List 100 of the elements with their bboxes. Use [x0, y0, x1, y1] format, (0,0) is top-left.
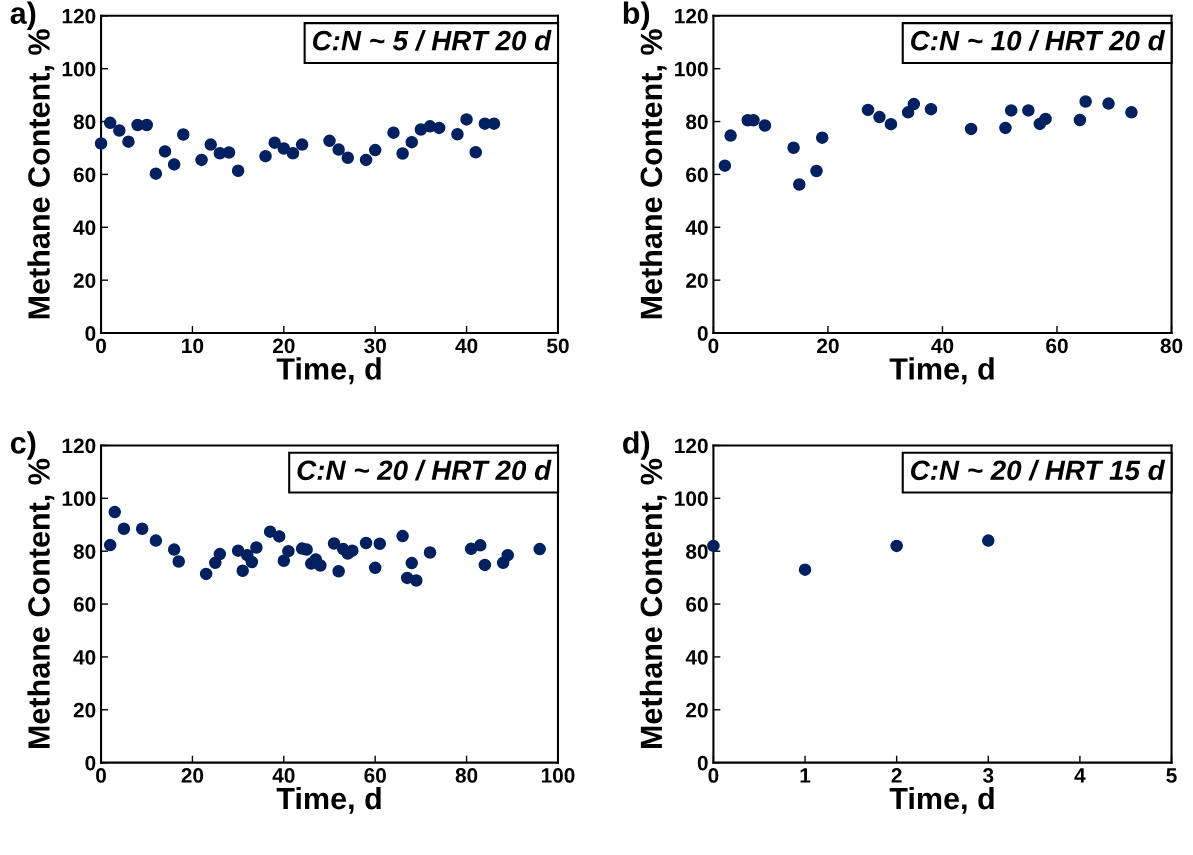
point [747, 113, 760, 127]
point [158, 145, 172, 158]
point [451, 127, 464, 141]
point [341, 151, 355, 165]
point [718, 159, 732, 172]
text: c) [10, 431, 36, 460]
chart-title: C:N ~ 5 / HRT 20 d [312, 30, 552, 51]
y-tick-label: 60 [686, 167, 708, 183]
point [1039, 112, 1052, 126]
x-tick-label: 1 [800, 768, 811, 783]
point [103, 116, 117, 130]
x-tick-label: 5 [1166, 768, 1177, 783]
y-axis-title: Methane Content, % [27, 458, 55, 748]
y-tick-label: 20 [686, 702, 708, 718]
point [368, 143, 382, 157]
y-tick-label: 0 [85, 755, 96, 771]
point [707, 539, 720, 553]
y-tick-label: 0 [697, 755, 708, 771]
y-tick-label: 80 [73, 114, 96, 130]
point [122, 135, 135, 148]
point [815, 131, 829, 144]
x-tick-label: 0 [708, 768, 719, 783]
point [117, 522, 131, 535]
point [167, 543, 181, 556]
y-tick-label: 0 [697, 326, 708, 341]
point [460, 113, 473, 126]
x-tick-label: 0 [96, 768, 106, 783]
y-tick-label: 80 [686, 114, 708, 130]
y-tick-label: 20 [73, 273, 96, 288]
point [245, 555, 259, 569]
point [373, 537, 387, 551]
y-axis-title: Methane Content, % [639, 458, 667, 748]
point [332, 143, 345, 156]
point [982, 534, 995, 547]
x-tick-label: 2 [891, 768, 902, 783]
x-tick-label: 10 [182, 338, 204, 354]
point [359, 153, 373, 167]
point [1125, 106, 1138, 119]
chart-title: C:N ~ 20 / HRT 20 d [297, 459, 552, 481]
point [282, 544, 295, 558]
point [172, 555, 185, 568]
point [1102, 97, 1115, 110]
x-axis-title: Time, d [889, 357, 994, 385]
point [250, 541, 263, 554]
point [501, 548, 514, 562]
point [1079, 95, 1092, 108]
point [410, 574, 423, 587]
point [405, 135, 419, 149]
y-tick-label: 20 [73, 702, 96, 718]
point [259, 149, 272, 163]
x-tick-label: 0 [96, 338, 106, 354]
point [327, 537, 341, 550]
point [787, 141, 800, 154]
point [213, 547, 227, 561]
y-tick-label: 60 [73, 597, 96, 612]
point [368, 561, 382, 575]
point [1004, 104, 1018, 117]
point [396, 529, 409, 543]
point [1022, 104, 1035, 117]
point [222, 146, 236, 159]
point [469, 145, 482, 159]
point [199, 567, 213, 581]
x-tick-label: 60 [1046, 338, 1068, 354]
point [396, 147, 409, 160]
y-tick-label: 40 [73, 649, 96, 665]
point [907, 97, 921, 111]
x-tick-label: 100 [541, 768, 575, 783]
point [432, 121, 446, 135]
text: d) [623, 431, 650, 460]
point [405, 556, 419, 570]
point [884, 117, 898, 131]
x-tick-label: 30 [364, 338, 386, 354]
point [268, 136, 281, 149]
y-tick-label: 120 [62, 8, 96, 24]
y-tick-label: 100 [675, 491, 708, 507]
point [149, 167, 163, 180]
y-tick-label: 100 [675, 61, 708, 77]
point [204, 138, 217, 151]
point [724, 129, 737, 142]
point [286, 147, 300, 160]
point [113, 124, 126, 137]
x-tick-label: 0 [708, 338, 719, 354]
point [890, 539, 903, 553]
y-tick-label: 80 [686, 544, 708, 559]
point [108, 505, 122, 519]
point [103, 538, 117, 552]
point [332, 565, 345, 578]
point [149, 534, 163, 547]
x-axis-title: Time, d [889, 786, 994, 814]
point [861, 103, 875, 117]
point [272, 530, 286, 543]
point [423, 546, 437, 559]
point [277, 142, 291, 155]
point [533, 542, 546, 556]
point [236, 564, 249, 578]
x-axis-title: Time, d [276, 357, 381, 385]
point [999, 121, 1012, 135]
point [177, 128, 190, 141]
point [323, 134, 336, 148]
point [793, 178, 806, 191]
